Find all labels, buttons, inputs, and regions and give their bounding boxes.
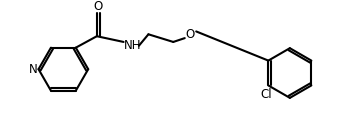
Text: NH: NH [124, 39, 141, 52]
Text: O: O [93, 0, 102, 13]
Text: Cl: Cl [261, 88, 272, 101]
Text: N: N [28, 63, 37, 76]
Text: O: O [186, 28, 195, 41]
